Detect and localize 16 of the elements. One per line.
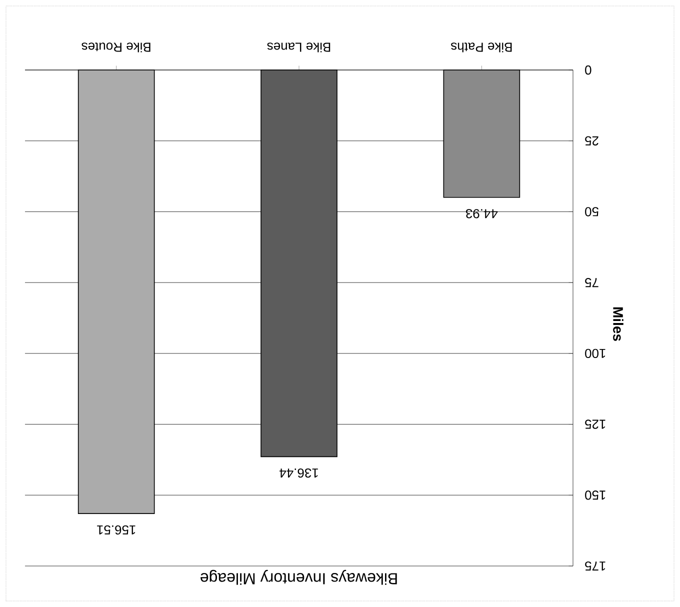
data-label: 156.51 bbox=[97, 525, 136, 535]
y-tick-label: 50 bbox=[585, 207, 598, 216]
y-tick-label: 175 bbox=[585, 561, 606, 571]
x-tick-label: Bike Paths bbox=[451, 42, 512, 52]
y-tick-label: 150 bbox=[585, 490, 606, 500]
data-label: 136.44 bbox=[280, 468, 318, 478]
y-tick-label: 25 bbox=[585, 136, 598, 146]
y-tick-label: 75 bbox=[585, 278, 598, 288]
text: Bikeways Inventory Mileage bbox=[200, 570, 397, 585]
y-axis-title: Miles bbox=[613, 307, 624, 341]
y-tick-label: 100 bbox=[585, 348, 606, 358]
y-tick-label: 0 bbox=[585, 65, 592, 75]
x-tick-label: Bike Lanes bbox=[267, 42, 330, 52]
y-tick-label: 125 bbox=[585, 420, 606, 429]
data-label: 44.93 bbox=[466, 209, 498, 218]
x-tick-label: Bike Routes bbox=[82, 42, 150, 52]
